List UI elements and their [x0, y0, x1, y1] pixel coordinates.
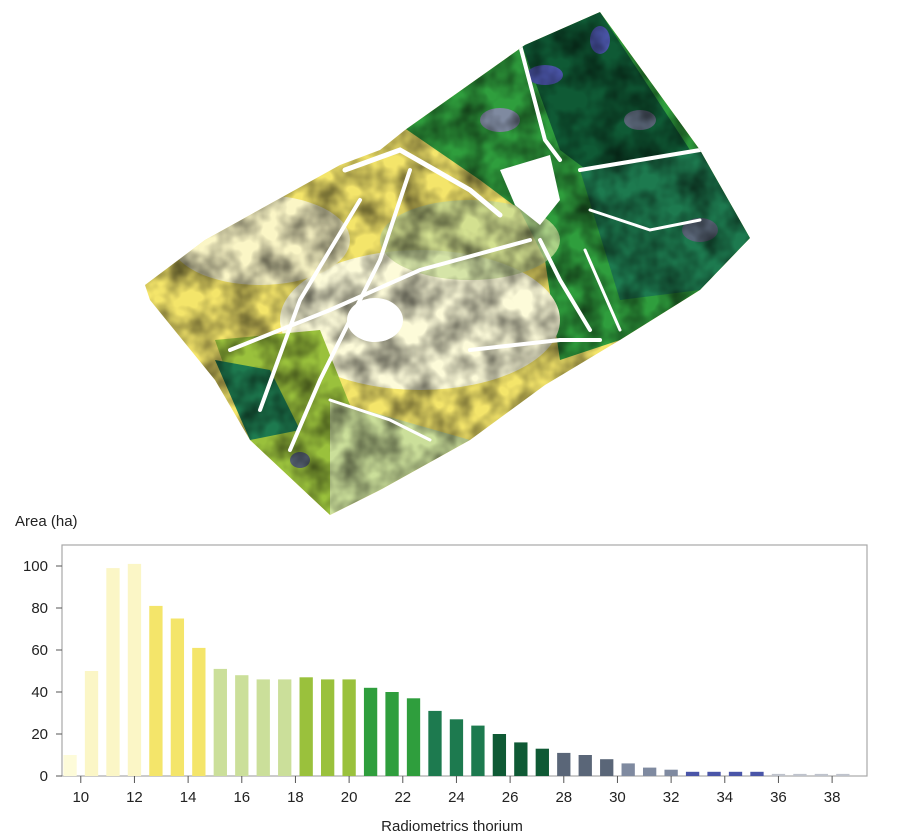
histogram-bar	[127, 563, 142, 776]
histogram-bar	[685, 771, 700, 776]
x-tick-label: 30	[609, 789, 626, 806]
histogram-bar	[621, 763, 635, 776]
histogram-bar	[514, 742, 528, 776]
histogram-bar	[256, 679, 270, 776]
histogram-bar	[84, 671, 99, 776]
x-tick-label: 36	[770, 789, 787, 806]
histogram-bar	[492, 734, 507, 776]
x-tick-label: 12	[126, 789, 143, 806]
y-tick-label: 0	[40, 768, 48, 785]
histogram-bar	[771, 773, 786, 776]
histogram-bar	[707, 771, 721, 776]
histogram-bar	[664, 769, 678, 776]
x-tick-label: 38	[824, 789, 841, 806]
plot-frame	[61, 544, 868, 777]
histogram-bar	[471, 725, 485, 776]
histogram-bar	[170, 618, 185, 776]
histogram-bar	[557, 752, 571, 776]
paddock-map	[145, 12, 750, 515]
histogram-bar	[642, 767, 657, 776]
histogram-bar	[578, 755, 592, 776]
radiometrics-thorium-map	[145, 12, 750, 515]
x-tick-label: 22	[394, 789, 411, 806]
histogram-bar	[728, 771, 743, 776]
y-axis: 0 20 40 60 80 100	[23, 558, 62, 785]
x-tick-label: 10	[72, 789, 89, 806]
histogram-bar	[449, 719, 464, 776]
histogram-bar	[385, 692, 399, 776]
histogram-bar	[406, 698, 421, 776]
histogram-bar	[192, 647, 206, 776]
x-tick-label: 32	[663, 789, 680, 806]
histogram-bar	[63, 755, 77, 776]
histogram-bar	[106, 568, 120, 776]
x-tick-label: 14	[180, 789, 197, 806]
histogram-bar	[342, 679, 356, 776]
x-tick-label: 26	[502, 789, 519, 806]
x-tick-label: 20	[341, 789, 358, 806]
x-axis-title: Radiometrics thorium	[381, 818, 523, 835]
y-tick-label: 40	[31, 684, 48, 701]
histogram-bar	[149, 605, 163, 776]
y-tick-label: 20	[31, 726, 48, 743]
histogram-bar	[363, 687, 378, 776]
histogram-bar	[320, 679, 335, 776]
x-axis: 10 12 14 16 18 20 22 24 26 28 30 32 34 36 38	[72, 776, 840, 806]
histogram-bar	[213, 668, 227, 776]
x-tick-label: 24	[448, 789, 465, 806]
x-tick-label: 18	[287, 789, 304, 806]
histogram-bar	[428, 710, 442, 776]
x-tick-label: 16	[233, 789, 250, 806]
histogram-bar	[793, 773, 807, 776]
thorium-area-histogram: Area (ha) 0 20 40 60 80 100 10 12 14 16 18 20 22 24 2…	[15, 513, 868, 835]
histogram-bar	[235, 675, 249, 776]
histogram-bars	[63, 563, 850, 776]
y-tick-label: 100	[23, 558, 48, 575]
x-tick-label: 28	[555, 789, 572, 806]
histogram-bar	[535, 748, 549, 776]
histogram-bar	[278, 679, 292, 776]
histogram-bar	[814, 773, 829, 776]
histogram-bar	[299, 677, 313, 776]
y-tick-label: 60	[31, 642, 48, 659]
y-axis-title: Area (ha)	[15, 513, 78, 530]
histogram-bar	[750, 771, 764, 776]
histogram-bar	[836, 773, 850, 776]
x-tick-label: 34	[716, 789, 733, 806]
y-tick-label: 80	[31, 600, 48, 617]
histogram-bar	[600, 759, 614, 776]
